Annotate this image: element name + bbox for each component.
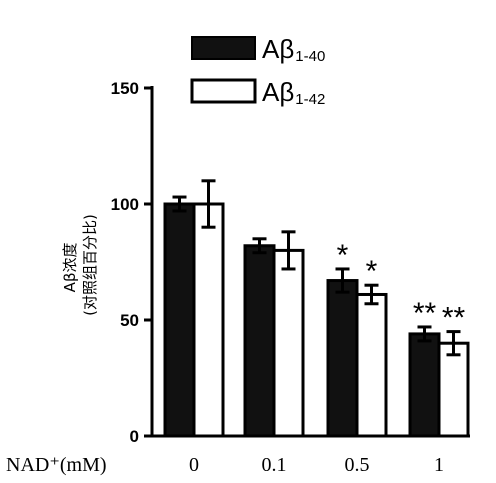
bar-2-0.1: [272, 248, 305, 438]
bar-2-1: [437, 341, 470, 438]
legend-swatch-ab1-40: [191, 36, 256, 60]
x-tick-label-0.5: 0.5: [345, 454, 370, 476]
legend-label-ab1-42: Aβ1-42: [262, 77, 325, 108]
bar-2-0.5: [355, 292, 388, 438]
legend: Aβ1-40 Aβ1-42: [190, 34, 325, 108]
significance-1-1: **: [413, 297, 437, 330]
bar-2-0: [192, 202, 225, 438]
bar-1-0: [163, 202, 196, 438]
x-axis-title: NAD⁺(mM): [6, 454, 107, 476]
y-tick-label-100: 100: [111, 195, 139, 214]
x-tick-label-0: 0: [189, 454, 199, 476]
y-axis-title: Aβ浓度 (对照组百分比): [61, 214, 99, 316]
significance-2-0.5: *: [366, 255, 378, 288]
y-tick-label-150: 150: [111, 79, 139, 98]
y-tick-label-0: 0: [130, 427, 139, 446]
x-tick-label-0.1: 0.1: [262, 454, 287, 476]
bar-1-0.5: [326, 279, 359, 438]
legend-swatch-ab1-42: [190, 78, 257, 104]
y-tick-label-50: 50: [120, 311, 139, 330]
legend-label-ab1-40: Aβ1-40: [262, 34, 325, 65]
y-axis-title-line-2: (对照组百分比): [81, 214, 99, 316]
significance-2-1: **: [442, 302, 466, 335]
y-axis-title-line-1: Aβ浓度: [61, 242, 79, 292]
bar-1-1: [408, 332, 441, 438]
significance-1-0.5: *: [337, 239, 349, 272]
bar-1-0.1: [243, 244, 276, 438]
x-tick-label-1: 1: [434, 454, 444, 476]
